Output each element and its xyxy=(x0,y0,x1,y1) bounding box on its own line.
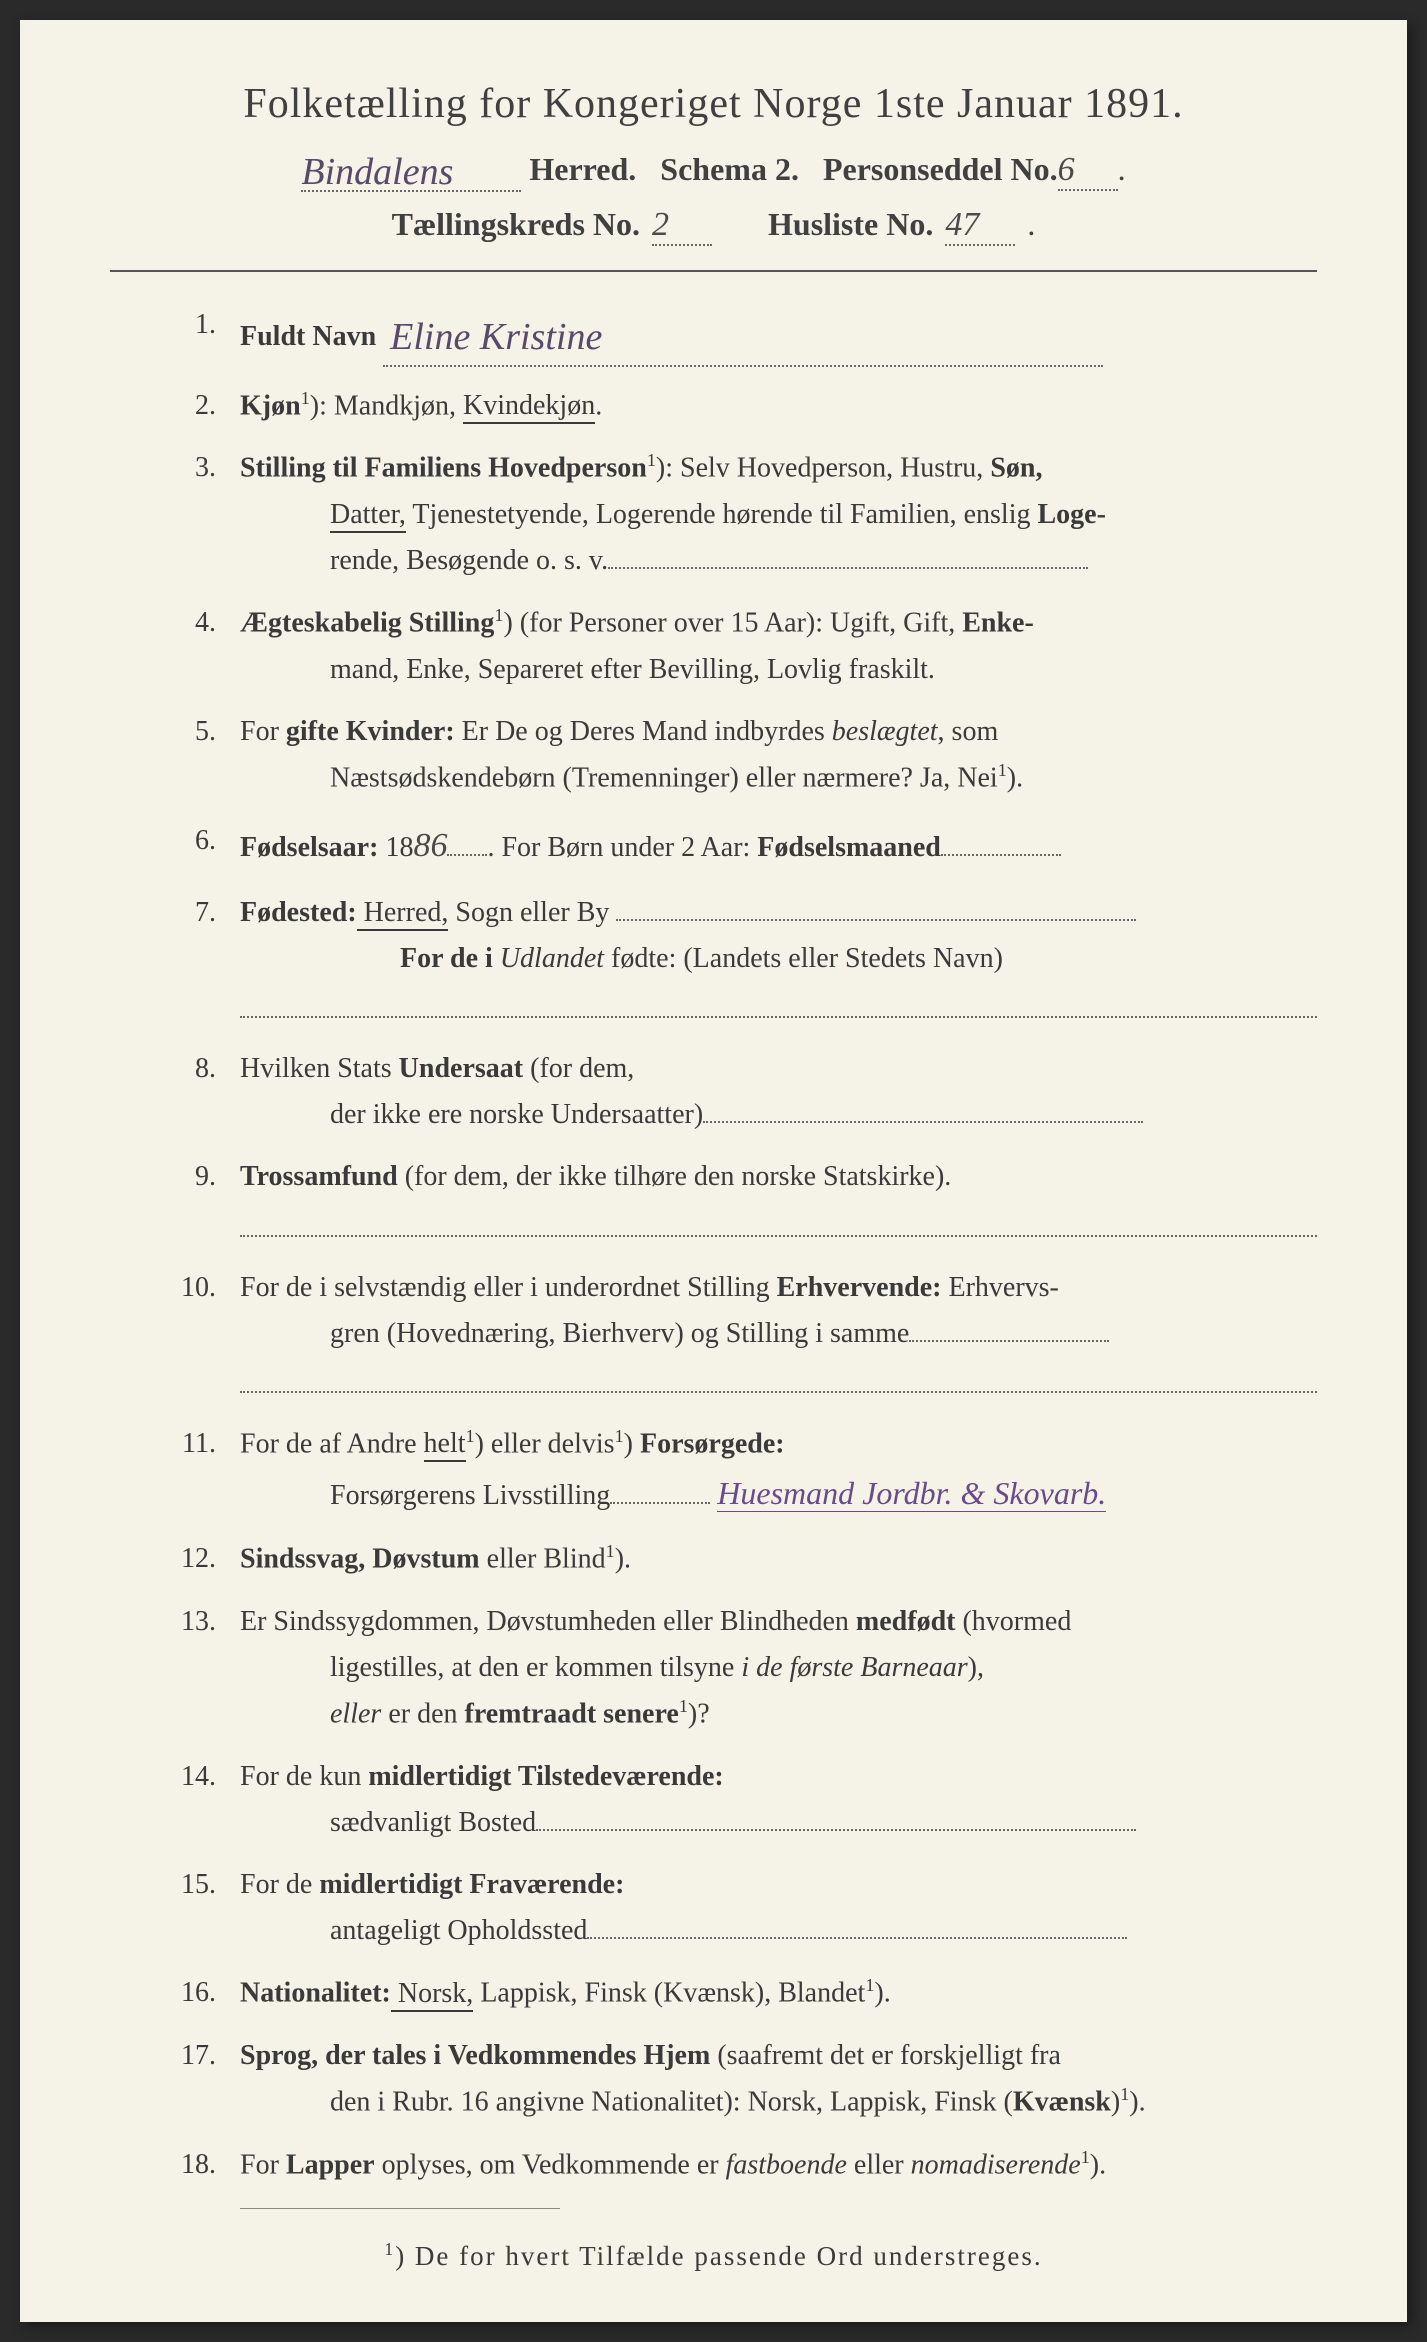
personseddel-label: Personseddel No. xyxy=(823,151,1058,188)
item-num: 4. xyxy=(170,600,240,693)
header-line-1: Bindalens Herred. Schema 2. Personseddel… xyxy=(110,146,1317,192)
item-num: 5. xyxy=(170,709,240,802)
item-num: 1. xyxy=(170,302,240,367)
item-num: 14. xyxy=(170,1754,240,1846)
underlined-norsk: Norsk, xyxy=(391,1978,473,2012)
item-num: 6. xyxy=(170,818,240,874)
taellingskreds-no: 2 xyxy=(652,206,669,243)
item-13: 13. Er Sindssygdommen, Døvstumheden elle… xyxy=(170,1599,1317,1738)
item-num: 12. xyxy=(170,1536,240,1583)
item-num: 11. xyxy=(170,1421,240,1520)
item-8: 8. Hvilken Stats Undersaat (for dem, der… xyxy=(170,1046,1317,1138)
item-2: 2. Kjøn1): Mandkjøn, Kvindekjøn. xyxy=(170,383,1317,430)
personseddel-no: 6 xyxy=(1058,151,1075,188)
header-line-2: Tællingskreds No. 2 Husliste No. 47 . xyxy=(110,206,1317,246)
item-18: 18. For Lapper oplyses, om Vedkommende e… xyxy=(170,2142,1317,2189)
underlined-herred: Herred, xyxy=(357,897,449,931)
item-7: 7. Fødested: Herred, Sogn eller By For d… xyxy=(170,890,1317,1030)
husliste-no: 47 xyxy=(945,206,979,243)
item-num: 13. xyxy=(170,1599,240,1738)
item-14: 14. For de kun midlertidigt Tilstedevære… xyxy=(170,1754,1317,1846)
footnote: 1) De for hvert Tilfælde passende Ord un… xyxy=(110,2239,1317,2272)
item-12: 12. Sindssvag, Døvstum eller Blind1). xyxy=(170,1536,1317,1583)
item-num: 8. xyxy=(170,1046,240,1138)
label: Ægteskabelig Stilling xyxy=(240,607,494,638)
label: Stilling til Familiens Hovedperson xyxy=(240,453,647,484)
item-1: 1. Fuldt Navn Eline Kristine xyxy=(170,302,1317,367)
label: Kjøn xyxy=(240,390,301,421)
item-11: 11. For de af Andre helt1) eller delvis1… xyxy=(170,1421,1317,1520)
label: Fødested: xyxy=(240,897,357,928)
item-num: 7. xyxy=(170,890,240,1030)
taellingskreds-label: Tællingskreds No. xyxy=(392,206,640,243)
footnote-rule xyxy=(240,2208,560,2209)
item-3: 3. Stilling til Familiens Hovedperson1):… xyxy=(170,445,1317,584)
underlined-datter: Datter, xyxy=(330,499,406,533)
item-num: 9. xyxy=(170,1154,240,1248)
schema-label: Schema 2. xyxy=(660,151,799,188)
item-10: 10. For de i selvstændig eller i underor… xyxy=(170,1265,1317,1405)
item-4: 4. Ægteskabelig Stilling1) (for Personer… xyxy=(170,600,1317,693)
item-5: 5. For gifte Kvinder: Er De og Deres Man… xyxy=(170,709,1317,802)
label: Sprog, der tales i Vedkommendes Hjem xyxy=(240,2040,710,2071)
livsstilling-handwritten: Huesmand Jordbr. & Skovarb. xyxy=(717,1475,1106,1512)
item-num: 2. xyxy=(170,383,240,430)
label: Fuldt Navn xyxy=(240,321,376,352)
underlined-kvindekjon: Kvindekjøn xyxy=(463,390,595,424)
item-num: 18. xyxy=(170,2142,240,2189)
form-title: Folketælling for Kongeriget Norge 1ste J… xyxy=(110,80,1317,128)
item-num: 17. xyxy=(170,2033,240,2126)
label: gifte Kvinder: xyxy=(286,716,455,747)
item-num: 16. xyxy=(170,1970,240,2017)
herred-label: Herred. xyxy=(529,151,636,188)
label: Trossamfund xyxy=(240,1161,398,1192)
item-16: 16. Nationalitet: Norsk, Lappisk, Finsk … xyxy=(170,1970,1317,2017)
item-num: 3. xyxy=(170,445,240,584)
item-17: 17. Sprog, der tales i Vedkommendes Hjem… xyxy=(170,2033,1317,2126)
item-6: 6. Fødselsaar: 1886. For Børn under 2 Aa… xyxy=(170,818,1317,874)
item-num: 15. xyxy=(170,1862,240,1954)
herred-handwritten: Bindalens xyxy=(301,151,453,193)
label: Sindssvag, Døvstum xyxy=(240,1544,480,1575)
label: Nationalitet: xyxy=(240,1978,391,2009)
item-15: 15. For de midlertidigt Fraværende: anta… xyxy=(170,1862,1317,1954)
census-form-page: Folketælling for Kongeriget Norge 1ste J… xyxy=(20,20,1407,2322)
year-handwritten: 86 xyxy=(413,827,447,864)
divider xyxy=(110,270,1317,272)
item-9: 9. Trossamfund (for dem, der ikke tilhør… xyxy=(170,1154,1317,1248)
item-num: 10. xyxy=(170,1265,240,1405)
husliste-label: Husliste No. xyxy=(768,206,933,243)
form-items: 1. Fuldt Navn Eline Kristine 2. Kjøn1): … xyxy=(110,302,1317,2188)
label: Fødselsaar: xyxy=(240,832,378,863)
name-handwritten: Eline Kristine xyxy=(390,316,602,358)
